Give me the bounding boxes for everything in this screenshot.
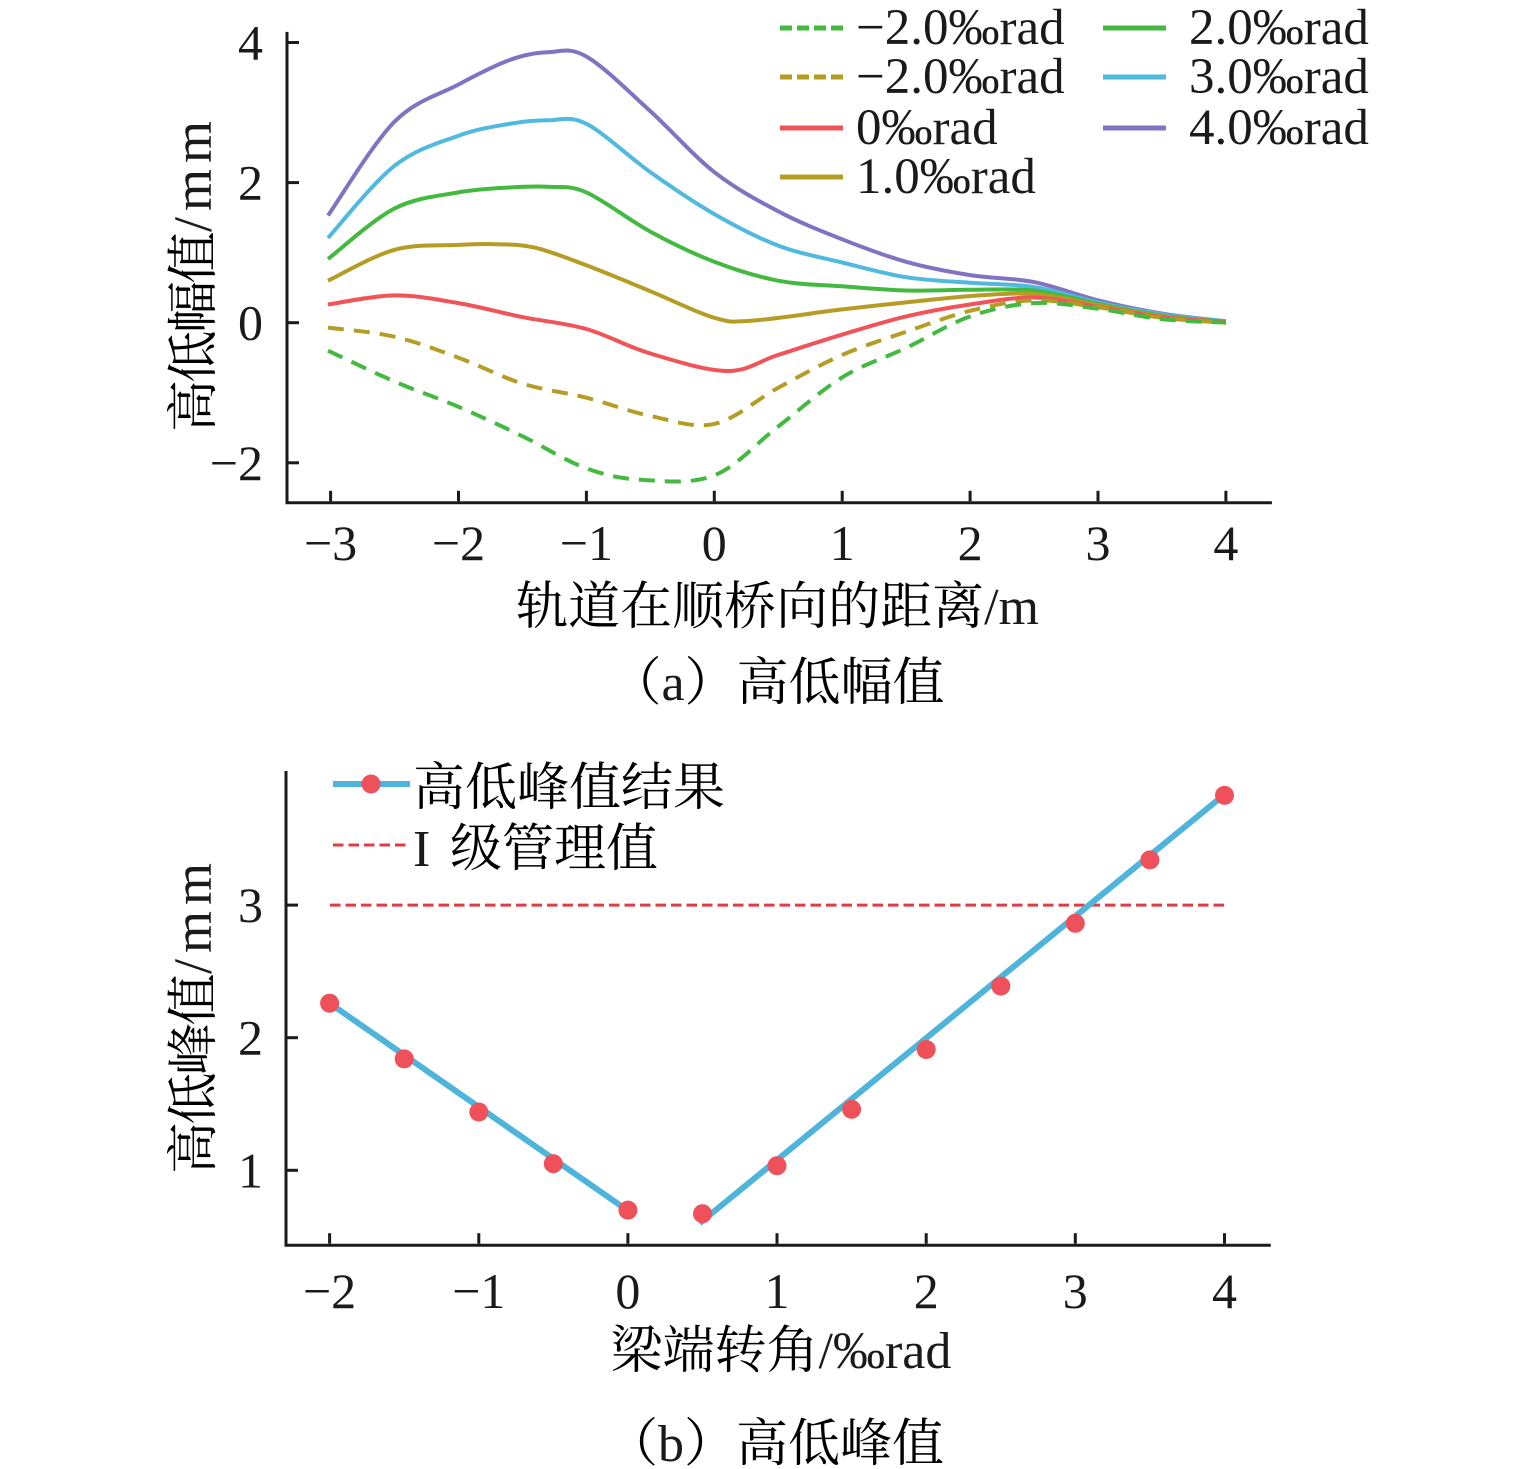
- svg-text:1.0‰rad: 1.0‰rad: [856, 149, 1036, 205]
- svg-text:−2.0‰rad: −2.0‰rad: [856, 0, 1065, 56]
- svg-text:−1: −1: [452, 1263, 505, 1319]
- svg-text:2: 2: [238, 1010, 263, 1066]
- svg-text:−2.0‰rad: −2.0‰rad: [856, 49, 1065, 105]
- svg-text:4: 4: [1212, 1263, 1237, 1319]
- svg-text:−1: −1: [560, 515, 613, 571]
- svg-text:4: 4: [238, 15, 263, 71]
- svg-text:0‰rad: 0‰rad: [856, 100, 998, 156]
- svg-text:4.0‰rad: 4.0‰rad: [1189, 100, 1369, 156]
- svg-text:2.0‰rad: 2.0‰rad: [1189, 0, 1369, 56]
- svg-text:2: 2: [958, 515, 983, 571]
- svg-text:0: 0: [702, 515, 727, 571]
- svg-text:/m: /m: [984, 579, 1039, 636]
- svg-text:2: 2: [914, 1263, 939, 1319]
- svg-text:−2: −2: [303, 1263, 356, 1319]
- svg-text:1: 1: [830, 515, 855, 571]
- svg-text:0: 0: [615, 1263, 640, 1319]
- svg-text:3: 3: [238, 877, 263, 933]
- svg-text:2: 2: [238, 155, 263, 211]
- svg-text:0: 0: [238, 295, 263, 351]
- svg-text:I: I: [413, 821, 430, 878]
- svg-text:−2: −2: [210, 435, 263, 491]
- svg-text:3: 3: [1063, 1263, 1088, 1319]
- svg-text:b: b: [658, 1416, 684, 1469]
- svg-text:/mm: /mm: [163, 115, 223, 232]
- svg-text:1: 1: [765, 1263, 790, 1319]
- svg-text:/‰rad: /‰rad: [819, 1323, 952, 1380]
- svg-text:a: a: [662, 655, 685, 712]
- svg-text:/mm: /mm: [163, 857, 223, 974]
- svg-text:3: 3: [1086, 515, 1111, 571]
- svg-text:−3: −3: [304, 515, 357, 571]
- svg-text:3.0‰rad: 3.0‰rad: [1189, 49, 1369, 105]
- svg-text:1: 1: [238, 1142, 263, 1198]
- svg-text:4: 4: [1213, 515, 1238, 571]
- svg-text:−2: −2: [432, 515, 485, 571]
